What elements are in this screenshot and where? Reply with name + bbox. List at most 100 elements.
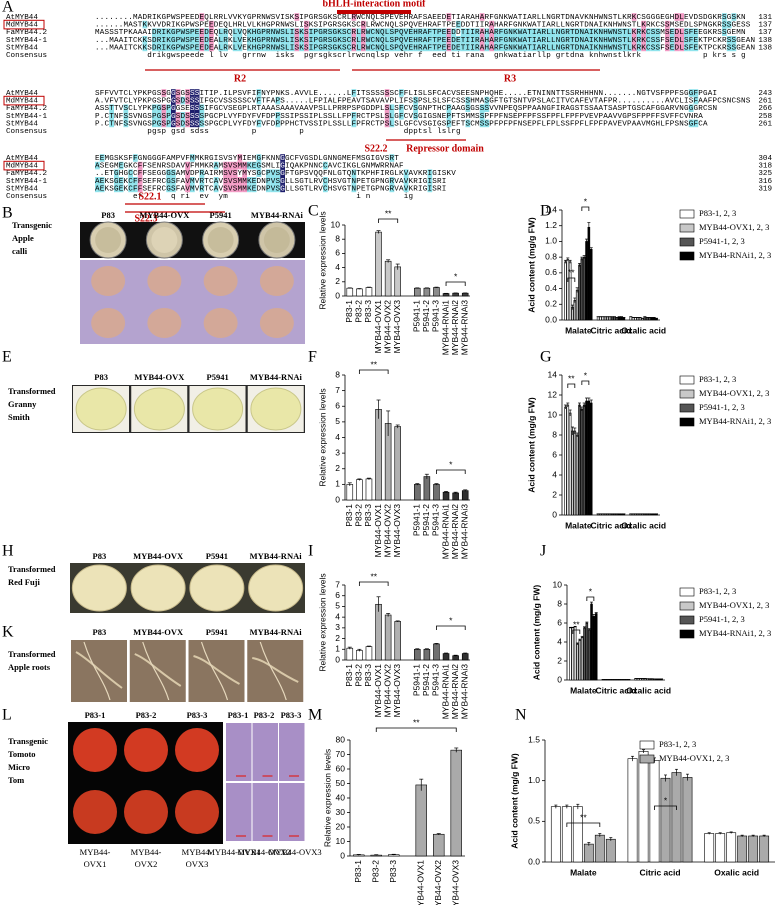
sequence: MASSSTPKAAAIDRIKGPWSPEEDEQLRQLVQKHGPRNWS… [95, 29, 746, 37]
residue-shade [432, 43, 437, 52]
residue-shade [380, 43, 385, 52]
sequence: ...MAAITCKKSDRIKGPWSPEEDEALRKLVEKHGPRNWS… [95, 37, 755, 45]
residue-shade [503, 36, 509, 44]
residue-shade [451, 28, 456, 36]
bar [615, 317, 619, 321]
photo-root [134, 653, 182, 687]
bar [550, 806, 561, 863]
residue-shade [166, 36, 171, 44]
residue-shade [536, 43, 542, 52]
column-label: P5941 [210, 210, 232, 220]
residue-shade [237, 43, 243, 52]
sequence-name: StMYB44-1 [6, 178, 47, 186]
bar [638, 317, 642, 321]
legend-swatch [679, 417, 695, 427]
residue-shade [228, 177, 233, 185]
bar [569, 627, 572, 681]
y-tick-label: 0.5 [528, 816, 540, 826]
photo-caption: Micro [8, 762, 30, 772]
panel-letter: D [540, 203, 552, 220]
bar [631, 317, 635, 321]
residue-shade [280, 184, 285, 193]
residue-shade [636, 36, 642, 44]
residue-shade [361, 43, 366, 52]
photo-micrograph [226, 783, 252, 841]
bar [605, 838, 616, 863]
residue-shade [408, 36, 414, 44]
sequence-name: FaMYB44.2 [6, 170, 47, 178]
residue-shade [308, 43, 314, 52]
x-tick-label: P83-1 [353, 860, 363, 883]
residue-shade [627, 36, 632, 44]
bar [564, 261, 567, 321]
residue-shade [413, 96, 418, 105]
residue-shade [570, 43, 575, 52]
residue-shade [650, 28, 656, 36]
residue-shade [470, 28, 475, 36]
bar [594, 613, 598, 681]
residue-shade [109, 112, 114, 120]
residue-shade [612, 43, 618, 52]
residue-shade [693, 96, 699, 105]
residue-shade [403, 28, 409, 36]
residue-shade [517, 43, 523, 52]
y-axis-label: Relative expression levels [317, 211, 327, 309]
x-tick-label: P83-2 [371, 860, 381, 883]
column-label: P5941 [207, 372, 229, 382]
photo-apple [250, 387, 302, 431]
residue-shade [679, 28, 684, 36]
x-tick-label: P5941-2 [421, 300, 431, 332]
residue-shade [546, 43, 551, 52]
residue-shade [351, 13, 357, 21]
y-tick-label: 12 [548, 389, 558, 399]
residue-shade [508, 43, 513, 52]
residue-shade [275, 28, 281, 36]
legend-label: MYB44-OVX1, 2, 3 [659, 753, 729, 763]
consensus-label: Consensus [6, 128, 47, 136]
y-tick-label: 14 [548, 369, 558, 379]
photo-tomato [73, 790, 117, 834]
residue-shade [389, 154, 395, 162]
residue-shade [289, 28, 295, 36]
bar [589, 402, 593, 516]
residue-shade [346, 36, 352, 44]
residue-shade [133, 184, 138, 193]
bar [643, 678, 647, 681]
residue-shade [180, 43, 186, 52]
x-tick-label: MYB44-OVX1 [416, 860, 426, 905]
x-tick-label: MYB44-OVX3 [392, 664, 402, 718]
residue-shade [152, 43, 157, 52]
residue-shade [342, 43, 347, 52]
residue-shade [489, 20, 494, 29]
photo-tomato [175, 728, 219, 772]
x-tick-label: Malate [565, 325, 592, 335]
residue-shade [446, 36, 452, 44]
residue-shade [123, 112, 129, 120]
residue-shade [137, 184, 143, 193]
y-tick-label: 30 [336, 807, 346, 817]
residue-shade [123, 119, 129, 128]
y-tick-label: 1.5 [528, 734, 540, 744]
sequence: AEKSGEKCFFSEFRCGSFAVMVRTCAVSVSMMKEDNPVSG… [95, 185, 446, 193]
x-tick-label: Oxalic acid [714, 867, 759, 877]
x-tick-label: MYB44-OVX1 [373, 300, 383, 354]
residue-shade [631, 13, 637, 21]
sequence: ...MAAITCKKSDRIKGPWSPEEDEALRKLVEKHGPRNWS… [95, 44, 755, 52]
significance-label: * [454, 271, 458, 281]
residue-shade [275, 119, 281, 128]
residue-shade [304, 20, 309, 29]
residue-shade [247, 184, 252, 193]
residue-shade [622, 28, 627, 36]
residue-shade [256, 161, 262, 170]
residue-shade [589, 36, 594, 44]
residue-shade [631, 28, 637, 36]
residue-shade [351, 43, 357, 52]
bar [452, 492, 459, 501]
y-tick-label: 6 [335, 401, 340, 411]
bar [587, 629, 591, 681]
y-tick-label: 4 [335, 611, 340, 621]
column-label: P83-3 [187, 710, 208, 720]
residue-shade [631, 36, 637, 44]
residue-shade [688, 28, 694, 36]
residue-shade [413, 43, 418, 52]
